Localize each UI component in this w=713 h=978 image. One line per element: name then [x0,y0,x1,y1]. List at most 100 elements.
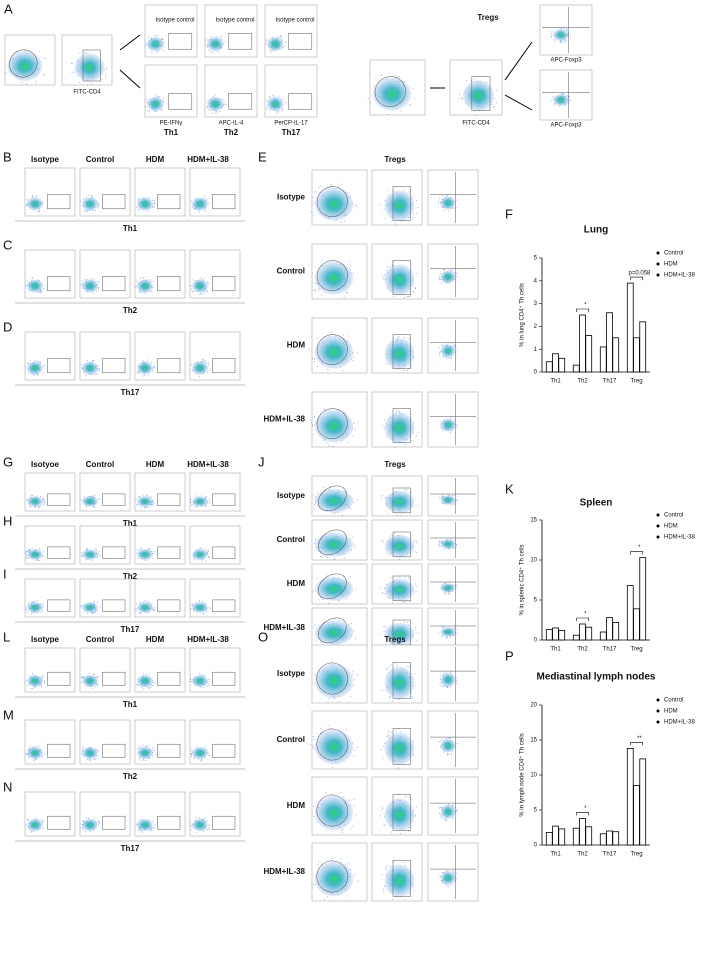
flow-dot [92,687,94,689]
flow-dot [96,550,98,552]
flow-dot [443,685,445,687]
flow-dot [554,40,556,42]
annotation: * [584,806,587,812]
flow-density [384,412,415,444]
row-label: Isotype [277,669,306,678]
flow-density [192,818,208,832]
flow-dot [355,814,357,816]
flow-dot [453,547,455,549]
flow-dot [453,495,455,497]
flow-dot [353,755,355,757]
gate [168,33,193,50]
flow-dot [324,409,326,411]
flow-density [463,80,495,112]
legend-label: HDM [664,524,678,530]
flow-dot [439,202,441,204]
flow-dot [142,831,144,833]
flow-dot [395,411,397,413]
flow-dot [98,282,100,284]
flow-dot [394,75,396,77]
bar [612,831,620,846]
bar [579,818,586,846]
flow-dot [143,276,145,278]
flow-dot [269,109,271,111]
flow-dot [153,608,155,610]
flow-dot [205,45,207,47]
flow-dot [135,285,137,287]
flow-density [82,818,98,832]
flow-dot [144,374,146,376]
flow-dot [221,38,223,40]
flow-dot [192,603,194,605]
flow-dot [138,758,140,760]
flow-dot [438,812,440,814]
flow-dot [201,760,203,762]
flow-density [192,602,208,613]
flow-dot [413,754,415,756]
gate [212,194,236,210]
flow-dot [208,678,210,680]
row-label: HDM+IL-38 [263,623,305,632]
flow-dot [137,372,139,374]
flow-dot [353,874,355,876]
bar [558,630,566,641]
legend-marker [656,720,660,724]
flow-dot [313,202,315,204]
chart-title: Lung [584,225,608,236]
flow-dot [383,745,385,747]
bar [552,353,559,373]
flow-dot [95,374,97,376]
flow-dot [206,371,208,373]
flow-dot [455,878,457,880]
flow-dot [391,899,393,901]
gate [392,575,411,602]
flow-dot [391,534,393,536]
column-header: HDM [146,635,165,644]
flow-dot [312,196,314,198]
legend-label: HDM [664,709,678,715]
flow-dot [191,604,193,606]
flow-dot [190,680,192,682]
gate [157,194,181,210]
flow-dot [282,109,284,111]
y-tick-label: 3 [534,301,538,307]
flow-dot [440,806,442,808]
gate [316,408,348,439]
flow-dot [389,696,391,698]
flow-dot [385,643,387,645]
flow-dot [325,442,327,444]
flow-density [267,36,284,52]
flow-dot [407,830,409,832]
flow-dot [142,744,144,746]
flow-dot [43,680,45,682]
flow-dot [36,374,38,376]
flow-dot [90,278,92,280]
flow-dot [456,275,458,277]
flow-dot [388,513,390,515]
flow-dot [393,337,395,339]
flow-density [27,674,43,688]
flow-dot [330,184,332,186]
flow-dot [155,94,157,96]
flow-density [147,36,164,52]
flow-dot [154,824,156,826]
flow-dot [445,195,447,197]
flow-dot [380,75,382,77]
flow-dot [203,686,205,688]
flow-dot [88,194,90,196]
flow-dot [416,552,418,554]
flow-dot [311,203,313,205]
flow-dot [136,552,138,554]
gate [212,546,236,559]
flow-dot [26,83,28,85]
flow-dot [408,338,410,340]
flow-dot [142,673,144,675]
y-axis-label: % in lymph node CD4⁺ Th cells [519,733,526,816]
flow-dot [153,206,155,208]
flow-dot [206,495,208,497]
chart-title: Mediastinal lymph nodes [537,672,656,683]
flow-dot [383,625,385,627]
flow-density [192,279,208,293]
flow-dot [149,757,151,759]
bar [579,623,586,641]
